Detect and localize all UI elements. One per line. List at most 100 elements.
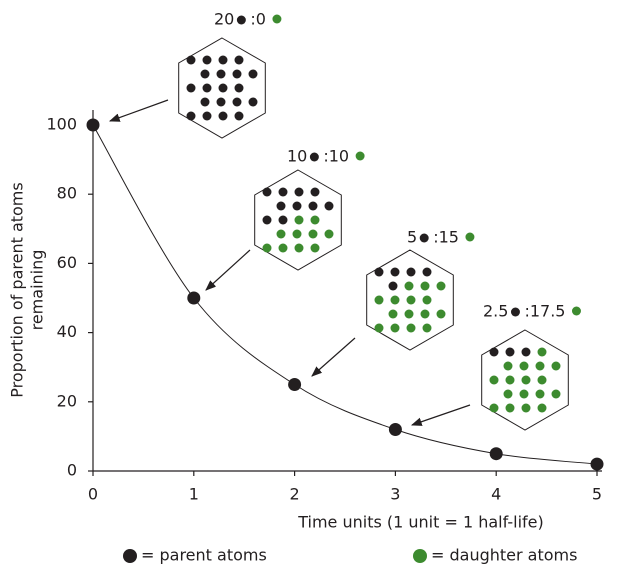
atom [202, 55, 212, 65]
y-tick-label: 40 [57, 322, 77, 341]
atom [422, 267, 432, 277]
atom [276, 201, 286, 211]
atom [388, 309, 398, 319]
atom [420, 309, 430, 319]
x-tick-label: 5 [592, 485, 602, 504]
atom [186, 111, 196, 121]
atom [310, 243, 320, 253]
arrow [410, 404, 471, 426]
atom [292, 229, 302, 239]
atom [218, 55, 228, 65]
y-tick-label: 100 [46, 115, 77, 134]
daughter-icon [571, 306, 581, 316]
daughter-count: :17.5 [524, 302, 565, 321]
atom [324, 229, 334, 239]
y-axis-label: Proportion of parent atoms [8, 182, 27, 397]
legend-marker [123, 549, 137, 563]
atom [390, 267, 400, 277]
atom [310, 215, 320, 225]
daughter-count: :0 [250, 10, 266, 29]
atom [202, 111, 212, 121]
atom [234, 83, 244, 93]
atom [406, 267, 416, 277]
atom [537, 375, 547, 385]
atom [420, 281, 430, 291]
atom [521, 375, 531, 385]
parent-icon [510, 307, 520, 317]
atom [218, 83, 228, 93]
daughter-icon [272, 14, 282, 24]
atom [503, 389, 513, 399]
parent-count: 10 [287, 147, 307, 166]
atom [422, 295, 432, 305]
atom [234, 55, 244, 65]
x-tick-label: 1 [189, 485, 199, 504]
atom [186, 55, 196, 65]
legend-label: = parent atoms [141, 546, 267, 565]
atom [262, 243, 272, 253]
atom [248, 69, 258, 79]
atom [390, 323, 400, 333]
atom [390, 295, 400, 305]
atom [551, 361, 561, 371]
atom [216, 97, 226, 107]
x-axis-label: Time units (1 unit = 1 half-life) [297, 513, 544, 532]
atom [232, 69, 242, 79]
atom [310, 187, 320, 197]
atom [234, 111, 244, 121]
x-tick-label: 4 [491, 485, 501, 504]
atom [276, 229, 286, 239]
atom [218, 111, 228, 121]
atom [294, 243, 304, 253]
atom [200, 69, 210, 79]
atom [308, 201, 318, 211]
atom [278, 187, 288, 197]
parent-count: 20 [214, 10, 234, 29]
parent-count: 5 [407, 228, 417, 247]
atom [200, 97, 210, 107]
atom [537, 403, 547, 413]
x-tick-label: 3 [390, 485, 400, 504]
atom [278, 215, 288, 225]
data-point [288, 378, 302, 391]
daughter-count: :15 [433, 228, 459, 247]
daughter-icon [355, 151, 365, 161]
atom [406, 295, 416, 305]
atom [202, 83, 212, 93]
atom [324, 201, 334, 211]
atom [489, 403, 499, 413]
atom [388, 281, 398, 291]
atom [519, 389, 529, 399]
atom [436, 309, 446, 319]
atom [278, 243, 288, 253]
daughter-count: :10 [323, 147, 349, 166]
atom [422, 323, 432, 333]
atom [505, 375, 515, 385]
atom [521, 403, 531, 413]
arrow [205, 249, 251, 291]
y-tick-label: 20 [57, 391, 77, 410]
atom [404, 309, 414, 319]
atom [216, 69, 226, 79]
y-axis-label: remaining [28, 250, 47, 331]
atom [521, 347, 531, 357]
atom [503, 361, 513, 371]
legend-label: = daughter atoms [431, 546, 577, 565]
data-point [86, 118, 100, 132]
atom [535, 361, 545, 371]
atom [406, 323, 416, 333]
arrow [108, 99, 169, 122]
parent-icon [236, 15, 246, 25]
atom [374, 267, 384, 277]
data-point [388, 422, 402, 436]
atom [537, 347, 547, 357]
atom [489, 347, 499, 357]
atom [551, 389, 561, 399]
atom [294, 215, 304, 225]
data-point [590, 457, 604, 471]
atom [505, 403, 515, 413]
x-tick-label: 0 [88, 485, 98, 504]
atom [374, 295, 384, 305]
atom [248, 97, 258, 107]
